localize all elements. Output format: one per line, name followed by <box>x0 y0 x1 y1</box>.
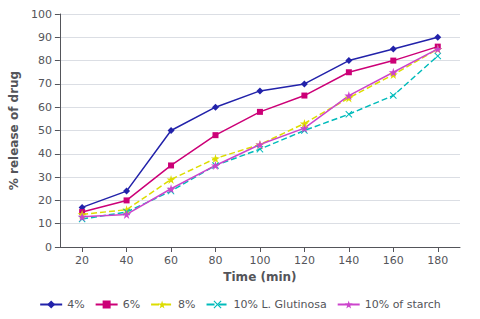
svg-text:80: 80 <box>38 54 52 67</box>
svg-text:10% of starch: 10% of starch <box>365 298 441 311</box>
svg-text:100: 100 <box>249 254 270 267</box>
svg-text:60: 60 <box>38 101 52 114</box>
svg-text:160: 160 <box>383 254 404 267</box>
svg-text:10% L. Glutinosa: 10% L. Glutinosa <box>234 298 327 311</box>
svg-text:6%: 6% <box>123 298 140 311</box>
svg-text:180: 180 <box>427 254 448 267</box>
svg-text:40: 40 <box>38 147 52 160</box>
svg-text:20: 20 <box>38 194 52 207</box>
svg-text:30: 30 <box>38 171 52 184</box>
svg-text:40: 40 <box>120 254 134 267</box>
svg-text:70: 70 <box>38 77 52 90</box>
svg-text:60: 60 <box>164 254 178 267</box>
svg-text:100: 100 <box>31 8 52 21</box>
svg-text:% release of drug: % release of drug <box>7 71 21 190</box>
svg-text:10: 10 <box>38 217 52 230</box>
svg-text:4%: 4% <box>67 298 84 311</box>
svg-text:50: 50 <box>38 124 52 137</box>
svg-text:80: 80 <box>208 254 222 267</box>
svg-text:Time (min): Time (min) <box>223 270 296 284</box>
svg-text:8%: 8% <box>178 298 195 311</box>
svg-text:120: 120 <box>294 254 315 267</box>
svg-text:0: 0 <box>45 241 52 254</box>
svg-text:140: 140 <box>338 254 359 267</box>
svg-text:20: 20 <box>75 254 89 267</box>
svg-text:90: 90 <box>38 31 52 44</box>
